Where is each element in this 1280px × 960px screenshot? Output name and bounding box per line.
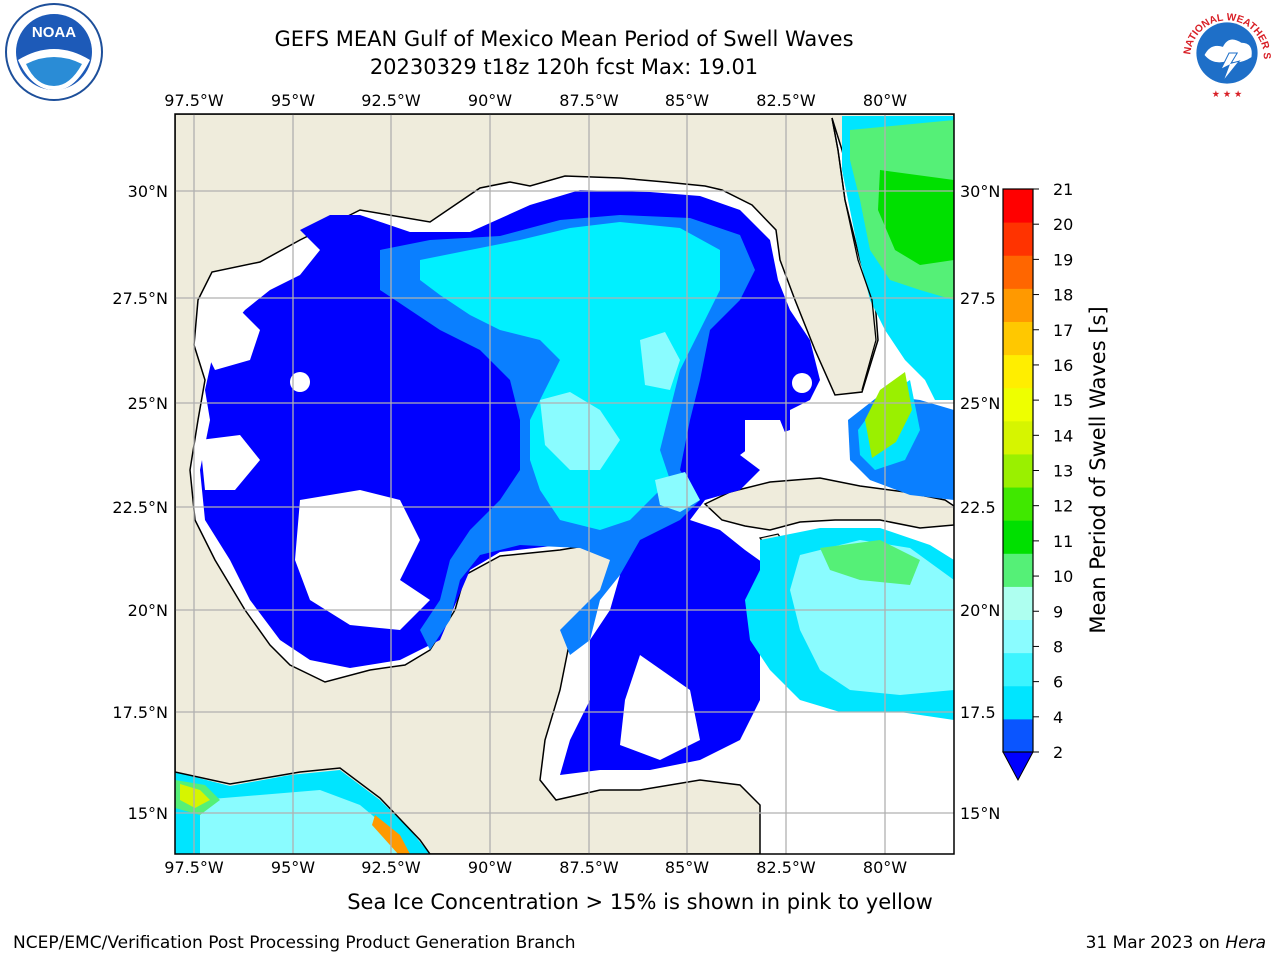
colorbar-segment — [1003, 255, 1033, 289]
land-cuba — [703, 477, 954, 531]
lon-label: 95°W — [271, 91, 315, 110]
colorbar-segment — [1003, 520, 1033, 554]
noaa-logo: NOAA — [5, 3, 103, 101]
lon-label: 90°W — [468, 91, 512, 110]
colorbar-segments — [1003, 189, 1033, 753]
lat-label: 20°N — [128, 601, 168, 620]
colorbar-segment — [1003, 321, 1033, 356]
colorbar-tick-label: 8 — [1053, 637, 1063, 656]
colorbar-segment — [1003, 387, 1033, 422]
lat-label: 30°N — [960, 182, 1000, 201]
noaa-logo-text: NOAA — [32, 24, 76, 41]
lat-label: 17.5 — [960, 703, 996, 722]
lon-label: 82.5°W — [756, 858, 816, 877]
lat-label: 15°N — [960, 804, 1000, 823]
lat-label: 25°N — [128, 394, 168, 413]
colorbar-tick-label: 16 — [1053, 356, 1073, 375]
lon-label: 92.5°W — [361, 91, 421, 110]
colorbar: 2 4 6 8 9 10 11 12 13 14 15 16 17 18 19 20 21 Mean Perio… — [1002, 180, 1110, 782]
colorbar-tick-label: 6 — [1053, 673, 1063, 692]
colorbar-segment — [1003, 487, 1033, 521]
colorbar-segment — [1003, 685, 1033, 720]
lon-label: 90°W — [468, 858, 512, 877]
lat-label: 27.5 — [960, 289, 996, 308]
svg-text:★ ★ ★: ★ ★ ★ — [1212, 89, 1243, 100]
lon-label: 85°W — [665, 91, 709, 110]
lon-label: 95°W — [271, 858, 315, 877]
colorbar-segment — [1003, 420, 1033, 455]
footer-host: Hera — [1225, 933, 1266, 953]
colorbar-ticks: 2 4 6 8 9 10 11 12 13 14 15 16 17 18 19 20 21 — [1033, 180, 1073, 762]
lat-labels-right: 30°N 27.5 25°N 22.5 20°N 17.5 15°N — [960, 182, 1000, 823]
lat-labels-left: 30°N 27.5°N 25°N 22.5°N 20°N 17.5°N 15°N — [112, 182, 168, 823]
lat-label: 17.5°N — [112, 703, 168, 722]
colorbar-segment — [1003, 652, 1033, 687]
colorbar-tick-label: 9 — [1053, 602, 1063, 621]
lat-label: 22.5 — [960, 498, 996, 517]
colorbar-tick-label: 11 — [1053, 532, 1073, 551]
lat-label: 27.5°N — [112, 289, 168, 308]
lat-label: 15°N — [128, 804, 168, 823]
colorbar-segment — [1003, 222, 1033, 256]
colorbar-segment — [1003, 553, 1033, 587]
map-title: GEFS MEAN Gulf of Mexico Mean Period of … — [274, 27, 854, 51]
colorbar-tick-label: 18 — [1053, 286, 1073, 305]
colorbar-segment — [1003, 189, 1033, 223]
footer-credit: NCEP/EMC/Verification Post Processing Pr… — [13, 933, 576, 953]
lon-label: 87.5°W — [559, 858, 619, 877]
footer-date: 31 Mar 2023 on Hera — [1086, 933, 1266, 953]
colorbar-tick-label: 17 — [1053, 321, 1073, 340]
colorbar-segment — [1003, 453, 1033, 488]
lon-labels-top: 97.5°W 95°W 92.5°W 90°W 87.5°W 85°W 82.5… — [164, 91, 907, 110]
lat-label: 20°N — [960, 601, 1000, 620]
colorbar-segment — [1003, 288, 1033, 322]
footer-note: Sea Ice Concentration > 15% is shown in … — [347, 890, 933, 914]
colorbar-tick-label: 10 — [1053, 567, 1073, 586]
lon-label: 82.5°W — [756, 91, 816, 110]
colorbar-tick-label: 14 — [1053, 426, 1073, 445]
lat-label: 25°N — [960, 394, 1000, 413]
colorbar-segment — [1003, 619, 1033, 654]
lat-label: 30°N — [128, 182, 168, 201]
gridlines — [175, 114, 954, 854]
colorbar-extend-triangle — [1002, 751, 1034, 782]
lon-label: 97.5°W — [164, 91, 224, 110]
colorbar-tick-label: 2 — [1053, 743, 1063, 762]
lon-label: 80°W — [863, 91, 907, 110]
footer-date-text: 31 Mar 2023 on — [1085, 933, 1226, 953]
lat-label: 22.5°N — [112, 498, 168, 517]
colorbar-tick-label: 12 — [1053, 497, 1073, 516]
colorbar-tick-label: 13 — [1053, 462, 1073, 481]
map-frame — [174, 113, 955, 855]
colorbar-tick-label: 19 — [1053, 250, 1073, 269]
colorbar-tick-label: 15 — [1053, 391, 1073, 410]
colorbar-tick-label: 20 — [1053, 215, 1073, 234]
nws-logo: NATIONAL WEATHER SERVICE ★ ★ ★ — [1176, 2, 1276, 102]
colorbar-segment — [1003, 586, 1033, 621]
lon-label: 85°W — [665, 858, 709, 877]
lon-label: 87.5°W — [559, 91, 619, 110]
colorbar-tick-label: 4 — [1053, 708, 1063, 727]
lon-label: 97.5°W — [164, 858, 224, 877]
lon-label: 92.5°W — [361, 858, 421, 877]
map-area — [175, 114, 954, 854]
swell-region-cyan — [420, 222, 720, 530]
colorbar-segment — [1003, 718, 1033, 753]
colorbar-label: Mean Period of Swell Waves [s] — [1086, 306, 1110, 633]
lon-labels-bottom: 97.5°W 95°W 92.5°W 90°W 87.5°W 85°W 82.5… — [164, 858, 907, 877]
colorbar-segment — [1003, 354, 1033, 389]
map-subtitle: 20230329 t18z 120h fcst Max: 19.01 — [369, 55, 759, 79]
colorbar-tick-label: 21 — [1053, 180, 1073, 199]
lon-label: 80°W — [863, 858, 907, 877]
